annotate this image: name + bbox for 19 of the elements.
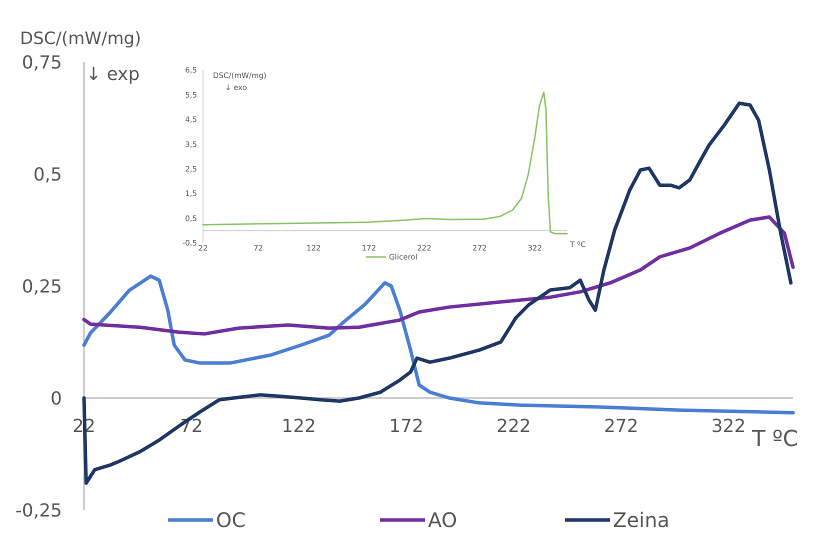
y-tick-label: 0,5 bbox=[33, 164, 62, 186]
legend-label: Zeina bbox=[613, 508, 670, 532]
line-series bbox=[82, 215, 795, 336]
x-tick-label: 172 bbox=[389, 416, 424, 437]
x-tick-label: 272 bbox=[604, 416, 638, 437]
y-tick-label: 0 bbox=[50, 388, 62, 410]
x-axis-title: T ºC bbox=[751, 427, 798, 452]
legend-label: AO bbox=[428, 508, 458, 532]
y-tick-label: -0,25 bbox=[15, 500, 62, 522]
x-tick-label: 122 bbox=[282, 416, 316, 437]
line-series bbox=[202, 91, 568, 234]
legend-label: OC bbox=[216, 508, 246, 532]
annotation: ↓ exp bbox=[86, 64, 140, 85]
line-series bbox=[82, 274, 795, 415]
y-tick-label: 0,25 bbox=[22, 276, 62, 298]
x-tick-label: 322 bbox=[711, 416, 746, 437]
y-axis-title: DSC/(mW/mg) bbox=[20, 29, 142, 49]
x-tick-label: 222 bbox=[496, 416, 531, 437]
y-tick-label: 0,75 bbox=[22, 52, 62, 74]
